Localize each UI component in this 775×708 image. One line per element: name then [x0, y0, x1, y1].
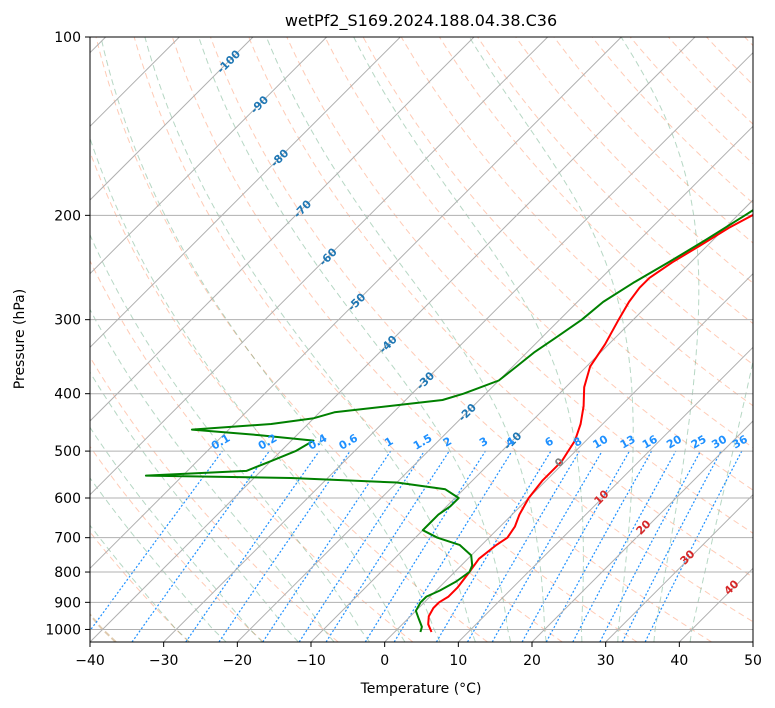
y-tick-label: 500: [54, 444, 81, 460]
isotherm-gridline: [90, 37, 549, 496]
moist-adiabat-line: [90, 426, 263, 642]
x-axis-ticks: −40 −30 −20 −10 0 10 20 30 40 50: [75, 642, 762, 669]
moist-adiabat-line: [144, 37, 476, 642]
moist-adiabat-line: [90, 136, 406, 642]
y-tick-label: 100: [54, 30, 81, 46]
moist-adiabat-line: [198, 37, 512, 642]
moist-adiabats: [90, 37, 753, 642]
moist-adiabat-line: [353, 37, 584, 642]
isotherm-gridline: [90, 37, 622, 570]
isotherm-gridline: [531, 420, 753, 642]
dry-adiabat-line: [95, 37, 563, 642]
mixing-ratio-line: [644, 450, 743, 642]
isotherm-gridline: [457, 346, 753, 642]
dry-adiabat-line: [629, 37, 753, 165]
chart-title: wetPf2_S169.2024.188.04.38.C36: [285, 11, 557, 31]
x-tick-label: 50: [744, 653, 762, 669]
x-tick-label: 30: [597, 653, 615, 669]
moist-adiabat-line: [90, 524, 190, 642]
mixing-ratio-line: [545, 450, 653, 642]
x-tick-label: −20: [223, 653, 253, 669]
dry-adiabat-line: [515, 37, 753, 284]
y-tick-label: 700: [54, 531, 81, 547]
isotherm-gridline: [384, 272, 753, 642]
dry-adiabat-line: [591, 37, 753, 204]
dry-adiabats: [90, 37, 753, 642]
y-axis-label: Pressure (hPa): [12, 289, 28, 389]
dry-adiabat-line: [324, 37, 753, 491]
isotherm-gridline: [90, 37, 254, 201]
x-tick-label: 40: [670, 653, 688, 669]
moist-adiabat-line: [620, 37, 700, 642]
dry-adiabat-line: [477, 37, 753, 325]
dry-adiabat-line: [90, 259, 414, 642]
moist-adiabat-line: [90, 477, 227, 642]
x-tick-label: 0: [380, 653, 389, 669]
mixing-ratio-line: [325, 450, 450, 642]
x-tick-label: 20: [523, 653, 541, 669]
mixing-ratio-line: [185, 450, 320, 642]
x-tick-label: −30: [149, 653, 179, 669]
dry-adiabat-line: [248, 37, 753, 578]
isotherm-gridline: [90, 37, 328, 275]
y-tick-label: 800: [54, 565, 81, 581]
sounding-traces: [144, 208, 753, 633]
isotherm-gridline: [605, 493, 753, 642]
y-axis-ticks: 1000 900 800 700 600 500 400 300 200 100: [45, 30, 90, 638]
moist-adiabat-line: [689, 358, 753, 642]
mixing-ratio-line: [393, 450, 513, 642]
mixing-ratio-line: [90, 450, 223, 632]
mixing-ratio-line: [621, 450, 722, 642]
moist-adiabat-line: [90, 233, 371, 642]
isotherm-gridline: [90, 37, 401, 349]
isotherm-gridline: [310, 199, 753, 642]
y-tick-label: 600: [54, 491, 81, 507]
mixing-ratio-line: [262, 450, 392, 642]
y-tick-label: 1000: [45, 622, 81, 638]
isotherm-gridline: [236, 125, 753, 642]
moist-adiabat-line: [468, 37, 634, 642]
mixing-ratio-line: [521, 450, 631, 642]
dry-adiabat-line: [133, 37, 638, 642]
dry-adiabat-line: [400, 37, 753, 407]
x-tick-label: 10: [449, 653, 467, 669]
dry-adiabat-line: [210, 37, 753, 623]
isotherm-gridline: [90, 37, 696, 642]
moist-adiabat-line: [100, 37, 441, 642]
y-tick-label: 200: [54, 208, 81, 224]
x-axis-label: Temperature (°C): [360, 681, 482, 697]
mixing-ratio-line: [572, 450, 677, 642]
y-tick-label: 400: [54, 387, 81, 403]
dewpoint-trace: [144, 208, 753, 633]
dry-adiabat-line: [171, 37, 712, 642]
isotherm-gridline: [90, 37, 475, 422]
mixing-ratio-line: [218, 450, 351, 642]
y-tick-label: 300: [54, 313, 81, 329]
y-tick-label: 900: [54, 595, 81, 611]
mixing-ratio-line: [298, 450, 425, 642]
x-tick-label: −10: [296, 653, 326, 669]
dry-adiabat-line: [90, 445, 264, 642]
x-tick-label: −40: [75, 653, 105, 669]
plot-frame: [89, 36, 754, 643]
isotherm-gridline: [163, 51, 753, 642]
isotherm-gridlines: [90, 37, 753, 642]
moist-adiabat-line: [265, 37, 547, 642]
